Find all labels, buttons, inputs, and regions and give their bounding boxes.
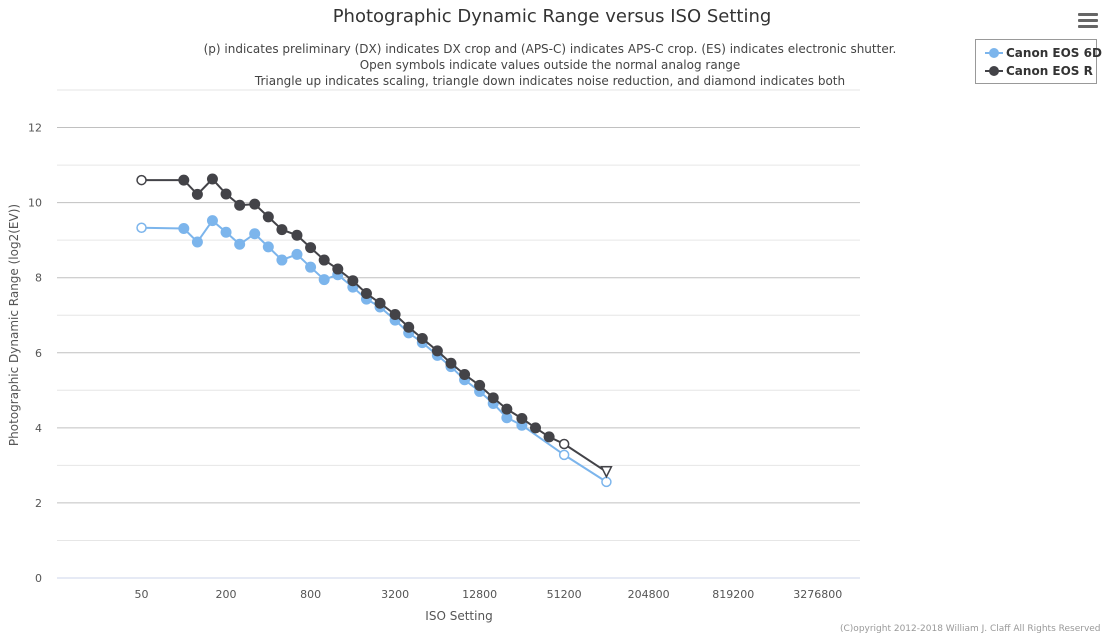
data-point — [291, 229, 303, 241]
data-point — [220, 188, 232, 200]
data-point — [445, 357, 457, 369]
data-point — [249, 228, 261, 240]
data-point — [332, 263, 344, 275]
data-point-open — [558, 438, 570, 450]
legend-label-r: Canon EOS R — [1006, 64, 1093, 78]
data-point — [374, 297, 386, 309]
data-point — [191, 188, 203, 200]
data-point — [347, 275, 359, 287]
data-point — [276, 224, 288, 236]
data-point — [276, 254, 288, 266]
y-tick-label: 12 — [28, 122, 42, 135]
data-point — [234, 199, 246, 211]
data-point — [318, 274, 330, 286]
chart-subtitle-line-2: Open symbols indicate values outside the… — [359, 58, 741, 72]
x-axis-label: ISO Setting — [425, 609, 492, 623]
y-tick-label: 2 — [35, 497, 42, 510]
series-line-0 — [141, 219, 607, 483]
x-tick-label: 51200 — [547, 588, 582, 601]
legend-marker-r — [985, 66, 1003, 76]
data-point — [501, 412, 513, 424]
y-tick-label: 10 — [28, 197, 42, 210]
legend-marker-6d — [985, 48, 1003, 58]
data-point — [360, 287, 372, 299]
legend-label-6d: Canon EOS 6D — [1006, 46, 1102, 60]
data-point — [305, 242, 317, 254]
data-point-open — [558, 449, 570, 461]
hamburger-menu-icon[interactable] — [1076, 10, 1100, 32]
data-point-open — [136, 222, 147, 234]
data-point — [459, 369, 471, 381]
data-point — [487, 392, 499, 404]
data-point — [516, 412, 528, 424]
copyright-text: (C)opyright 2012-2018 William J. Claff A… — [840, 624, 1101, 634]
x-tick-label: 3276800 — [793, 588, 842, 601]
data-point — [249, 198, 261, 210]
data-point-open — [136, 174, 147, 186]
x-tick-label: 204800 — [628, 588, 670, 601]
chart-title: Photographic Dynamic Range versus ISO Se… — [332, 6, 772, 27]
data-point — [305, 261, 317, 273]
data-point — [206, 215, 218, 227]
chart-legend: Canon EOS 6D Canon EOS R — [975, 39, 1102, 84]
data-point — [206, 173, 218, 185]
x-tick-label: 3200 — [381, 588, 409, 601]
y-tick-label: 4 — [35, 422, 42, 435]
data-point — [543, 431, 555, 443]
y-tick-label: 6 — [35, 347, 42, 360]
data-point — [291, 248, 303, 260]
data-point — [178, 223, 190, 235]
data-point — [262, 241, 274, 253]
chart-subtitle-line-1: (p) indicates preliminary (DX) indicates… — [203, 42, 897, 56]
x-tick-label: 12800 — [462, 588, 497, 601]
x-tick-label: 50 — [135, 588, 149, 601]
data-point — [178, 174, 190, 186]
data-point-triangle — [600, 466, 613, 479]
data-point-open — [601, 476, 612, 488]
data-point — [416, 333, 428, 345]
data-point — [389, 308, 401, 320]
data-point — [431, 345, 443, 357]
data-point — [220, 226, 232, 238]
chart-subtitle-line-3: Triangle up indicates scaling, triangle … — [254, 74, 846, 88]
data-point — [191, 236, 203, 248]
x-tick-label: 200 — [216, 588, 237, 601]
data-point — [403, 321, 415, 333]
data-point — [501, 403, 513, 415]
data-point — [262, 211, 274, 223]
x-tick-label: 819200 — [712, 588, 754, 601]
data-point — [318, 254, 330, 266]
y-tick-label: 0 — [35, 572, 42, 585]
y-axis-label: Photographic Dynamic Range (log2(EV)) — [7, 204, 21, 446]
data-point — [234, 238, 246, 250]
data-point — [474, 379, 486, 391]
x-tick-label: 800 — [300, 588, 321, 601]
data-point — [530, 422, 542, 434]
y-tick-label: 8 — [35, 272, 42, 285]
